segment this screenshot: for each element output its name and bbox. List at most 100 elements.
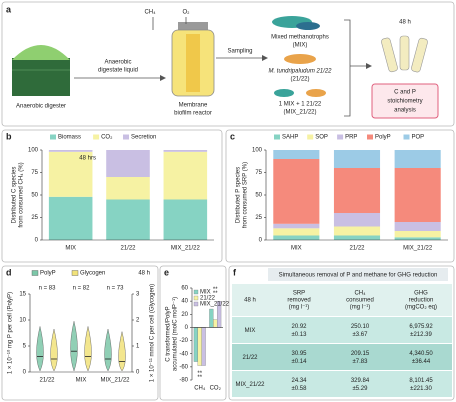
table-cell: ±5.29 — [353, 386, 369, 392]
annotation: 48 h — [138, 271, 150, 277]
table-cell: 4,340.50 — [409, 351, 433, 357]
bar-segment — [273, 228, 320, 236]
panel-label: b — [6, 131, 12, 141]
legend-swatch — [71, 270, 79, 276]
y-tick-label: 75 — [255, 170, 262, 176]
table-cell: ±221.30 — [410, 386, 432, 392]
x-tick-label: MIX_21/22 — [403, 246, 433, 252]
table-cell: 21/22 — [242, 355, 258, 361]
table-cell: MIX_21/22 — [235, 382, 265, 388]
x-tick-label: MIX_21/22 — [171, 246, 201, 252]
bar — [213, 319, 218, 328]
header-cell: consumed — [346, 298, 374, 304]
count-label: n = 83 — [39, 286, 57, 292]
table-cell: 6,975.92 — [409, 324, 433, 330]
reactor-membrane — [186, 34, 200, 92]
x-tick-label: 21/22 — [120, 246, 136, 252]
violin — [50, 328, 58, 372]
analysis-label: C and P — [394, 90, 416, 96]
panel-label: c — [230, 131, 235, 141]
count-label: n = 73 — [107, 286, 125, 292]
bar-segment — [273, 150, 320, 159]
legend-swatch — [307, 134, 314, 140]
table-cell: ±0.13 — [292, 332, 308, 338]
digester-icon — [12, 45, 70, 96]
table-cell: 24.34 — [291, 378, 307, 384]
panel-frame — [228, 265, 455, 401]
bar-segment — [333, 168, 381, 213]
analysis-label: analysis — [394, 108, 416, 114]
gas-label: CH₄ — [144, 10, 156, 16]
panel-frame — [1, 265, 159, 401]
legend-label: CO₂ — [101, 135, 113, 141]
axis-label: Distributed P species — [236, 167, 242, 223]
header-cell: CH₄ — [354, 291, 366, 297]
culture-label: (21/22) — [290, 77, 309, 83]
significance: ** — [213, 287, 218, 293]
panel-label: d — [6, 267, 12, 277]
header-cell: GHG — [414, 291, 428, 297]
legend-label: Biomass — [58, 135, 81, 141]
table-cell: ±212.39 — [410, 332, 432, 338]
header-cell: 48 h — [244, 298, 256, 304]
vials-icon — [381, 35, 428, 73]
y-tick-label: 50 — [31, 193, 38, 199]
legend-swatch — [274, 134, 280, 140]
table-cell: 30.95 — [291, 351, 307, 357]
legend-label: PolyP — [375, 135, 391, 141]
legend-swatch — [123, 134, 129, 140]
time-label: 48 h — [399, 20, 411, 26]
bar-segment — [273, 235, 320, 240]
bar-segment — [394, 231, 441, 238]
table-cell: ±0.58 — [292, 386, 308, 392]
row-bg — [232, 344, 452, 370]
bar-segment — [333, 235, 381, 240]
table-cell: 20.92 — [291, 324, 307, 330]
y-tick-label: 50 — [255, 193, 262, 199]
y-tick-label: 20 — [181, 312, 188, 318]
bar-segment — [333, 226, 381, 236]
count-label: n = 82 — [73, 286, 91, 292]
bar-segment — [48, 151, 93, 197]
bar-segment — [163, 151, 208, 200]
table-cell: ±0.14 — [292, 359, 308, 365]
bar-segment — [394, 237, 441, 240]
y-tick-label: 25 — [255, 215, 262, 221]
axis-label: 1 × 10⁻¹⁰ mg P per cell (PolyP) — [7, 292, 14, 374]
vial — [399, 35, 410, 71]
bar — [209, 308, 214, 328]
analysis-label: stoichiometry — [387, 99, 422, 105]
significance: ** — [213, 291, 218, 297]
legend-label: Glycogen — [80, 271, 105, 277]
x-tick-label: MIX_21/22 — [100, 378, 130, 384]
reactor-icon — [171, 22, 215, 97]
legend-swatch — [93, 134, 100, 140]
violin — [84, 326, 92, 372]
legend-swatch — [31, 270, 39, 276]
bar-segment — [48, 196, 93, 240]
table-cell: ±36.44 — [412, 359, 431, 365]
culture-label: Mixed methanotrophs — [271, 35, 329, 41]
panel-frame — [1, 129, 223, 263]
axis-label: from consumed CH₄ (%) — [19, 162, 25, 227]
legend-swatch — [193, 295, 199, 301]
reactor-cap — [178, 22, 208, 30]
panel-frame — [225, 129, 455, 263]
reactor-label: Membrane — [179, 103, 208, 109]
panel-label: e — [164, 267, 169, 277]
arrowhead — [160, 75, 166, 81]
sampling-label: Sampling — [227, 49, 252, 55]
bar-segment — [163, 199, 208, 240]
digester-body — [12, 58, 70, 96]
table-cell: 8,101.45 — [409, 378, 433, 384]
violin — [118, 331, 126, 372]
y-tick-label: 100 — [252, 148, 263, 154]
y-tick-label: 5 — [23, 344, 27, 350]
y-tick-label: 3 — [136, 292, 140, 298]
digester-label: Anaerobic digester — [16, 104, 66, 110]
y-tick-label: -40 — [179, 351, 188, 357]
cell-cluster — [296, 22, 320, 30]
legend-label: SAHP — [282, 135, 298, 141]
axis-label: Distributed C species — [12, 167, 18, 224]
